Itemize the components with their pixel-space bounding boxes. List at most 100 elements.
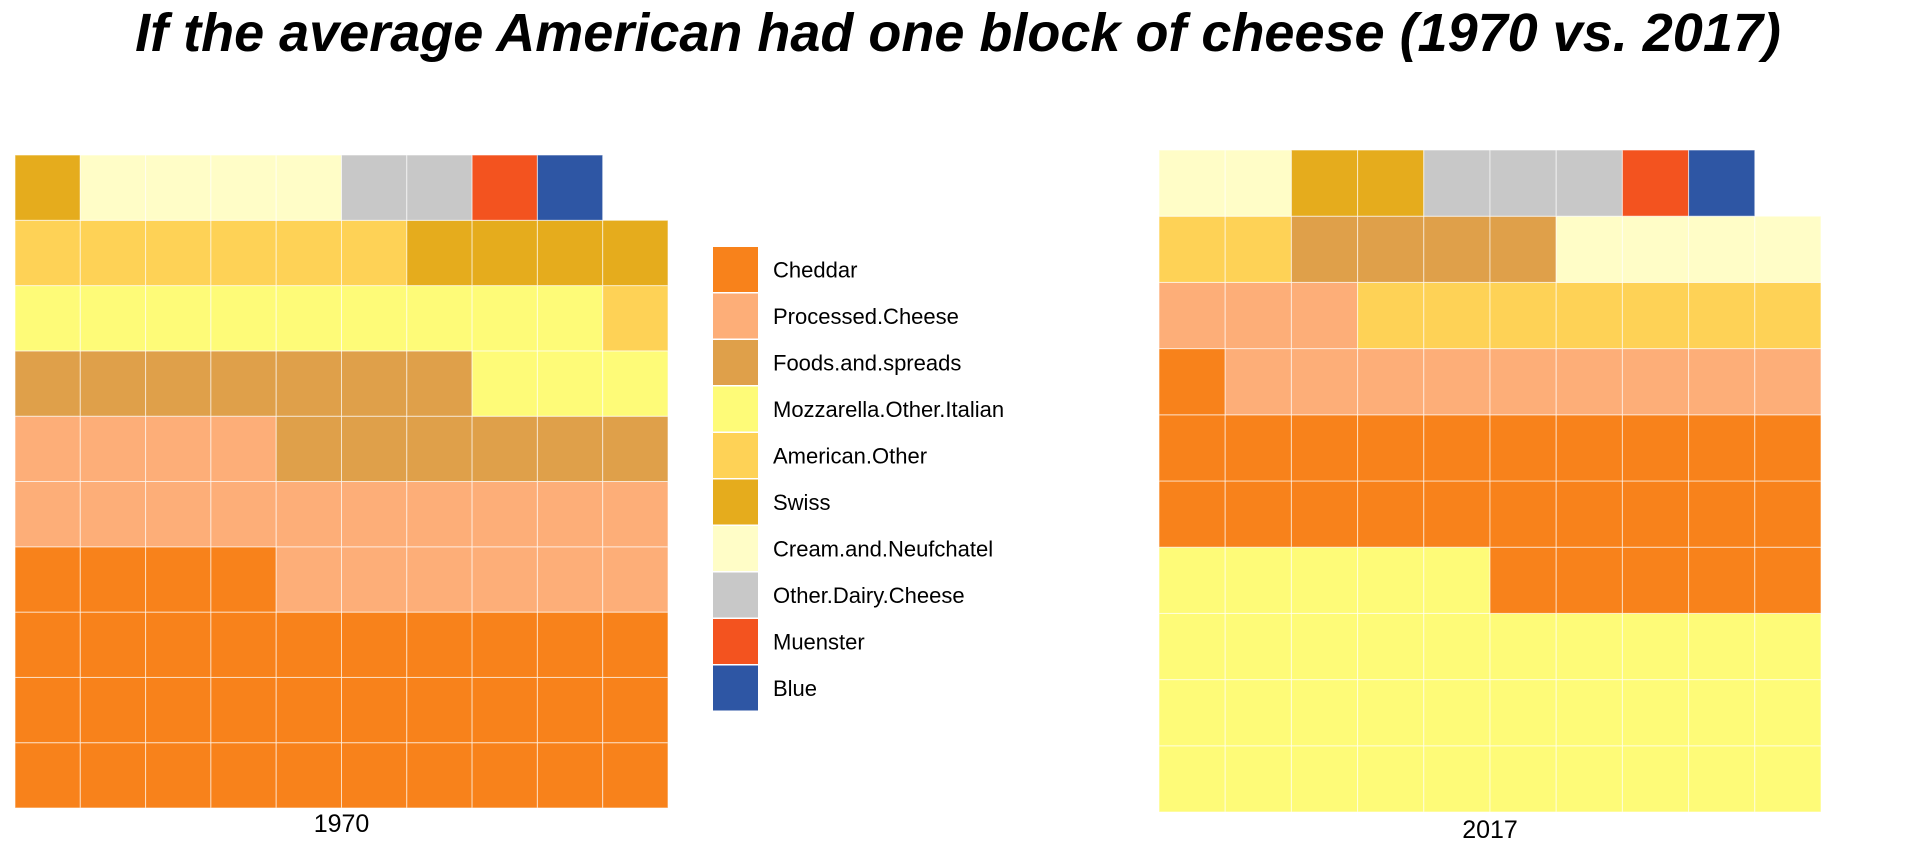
waffle-square-1970-american-other [341,219,408,287]
waffle-square-2017-processed-cheese [1357,348,1425,416]
waffle-square-2017-swiss [1357,149,1425,217]
waffle-square-2017-mozzarella-other-italian [1290,679,1359,747]
waffle-square-2017-mozzarella-other-italian [1688,745,1756,813]
waffle-square-1970-cheddar [145,742,212,809]
waffle-square-1970-cream-and-neufchatel [275,154,343,221]
waffle-square-2017-processed-cheese [1158,281,1226,350]
legend-label-swiss: Swiss [773,490,830,515]
waffle-square-1970-american-other [14,219,81,287]
legend-swatch-swiss [713,479,758,525]
waffle-square-2017-mozzarella-other-italian [1357,745,1425,813]
waffle-square-1970-processed-cheese [341,481,408,548]
waffle-square-1970-american-other [79,219,147,287]
waffle-square-2017-american-other [1158,215,1226,283]
waffle-square-1970-cream-and-neufchatel [210,154,277,221]
waffle-square-1970-blue [536,154,604,221]
waffle-square-2017-mozzarella-other-italian [1489,612,1557,681]
legend-label-blue: Blue [773,676,817,701]
waffle-square-1970-processed-cheese [406,481,473,548]
waffle-square-1970-cheddar [536,676,604,744]
waffle-square-1970-processed-cheese [210,415,277,483]
waffle-square-1970-american-other [275,219,343,287]
waffle-square-2017-cream-and-neufchatel [1688,215,1756,283]
waffle-square-1970-cheddar [145,546,212,613]
waffle-square-1970-foods-and-spreads [406,415,473,483]
waffle-square-2017-mozzarella-other-italian [1489,679,1557,747]
waffle-square-1970-cheddar [210,611,277,678]
waffle-square-1970-cream-and-neufchatel [79,154,147,221]
waffle-square-1970-swiss [471,219,538,287]
waffle-square-1970-cheddar [341,676,408,744]
waffle-square-2017-processed-cheese [1423,348,1491,416]
waffle-square-1970-mozzarella-other-italian [145,285,212,352]
waffle-square-2017-cream-and-neufchatel [1621,215,1690,283]
waffle-square-1970-foods-and-spreads [275,415,343,483]
waffle-square-1970-american-other [145,219,212,287]
legend-swatch-muenster [713,619,758,664]
waffle-square-2017-american-other [1621,281,1690,350]
waffle-square-2017-mozzarella-other-italian [1224,546,1292,614]
waffle-square-2017-mozzarella-other-italian [1423,745,1491,813]
waffle-square-1970-cheddar [602,676,669,744]
waffle-square-2017-american-other [1224,215,1292,283]
waffle-square-2017-mozzarella-other-italian [1754,745,1822,813]
waffle-square-2017-cheddar [1158,480,1226,548]
waffle-square-1970-swiss [602,219,669,287]
waffle-square-2017-cheddar [1290,480,1359,548]
waffle-square-2017-american-other [1688,281,1756,350]
legend-label-muenster: Muenster [773,630,865,655]
waffle-square-2017-mozzarella-other-italian [1423,679,1491,747]
waffle-square-1970-mozzarella-other-italian [536,285,604,352]
waffle-square-1970-cheddar [145,611,212,678]
legend-swatch-foods-and-spreads [713,340,758,385]
waffle-square-1970-processed-cheese [341,546,408,613]
waffle-square-1970-mozzarella-other-italian [602,350,669,417]
waffle-square-2017-cheddar [1621,480,1690,548]
legend: Cheddar Processed.Cheese Foods.and.spreads… [713,247,1004,711]
waffle-square-1970-cheddar [602,742,669,809]
waffle-square-1970-foods-and-spreads [536,415,604,483]
waffle-square-1970-muenster [471,154,538,221]
chart-title: If the average American had one block of… [135,3,1781,63]
waffle-square-1970-cheddar [145,676,212,744]
waffle-square-2017-other-dairy-cheese [1555,149,1623,217]
waffle-square-2017-cream-and-neufchatel [1754,215,1822,283]
waffle-square-2017-cheddar [1423,480,1491,548]
waffle-square-2017-mozzarella-other-italian [1489,745,1557,813]
waffle-square-2017-american-other [1555,281,1623,350]
waffle-square-2017-cheddar [1754,546,1822,614]
waffle-panel-2017: 2017 [1158,149,1822,844]
waffle-square-2017-cheddar [1290,414,1359,482]
waffle-square-1970-other-dairy-cheese [341,154,408,221]
waffle-square-2017-mozzarella-other-italian [1224,745,1292,813]
waffle-square-2017-cheddar [1754,480,1822,548]
panel-label-1970: 1970 [314,810,370,838]
waffle-square-2017-foods-and-spreads [1357,215,1425,283]
waffle-square-1970-swiss [536,219,604,287]
waffle-square-1970-swiss [406,219,473,287]
waffle-square-2017-mozzarella-other-italian [1621,745,1690,813]
waffle-square-2017-american-other [1489,281,1557,350]
waffle-square-1970-cheddar [210,546,277,613]
waffle-square-2017-foods-and-spreads [1423,215,1491,283]
waffle-square-1970-processed-cheese [275,481,343,548]
waffle-square-1970-cheddar [536,611,604,678]
waffle-square-2017-mozzarella-other-italian [1158,612,1226,681]
legend-label-mozzarella-other-italian: Mozzarella.Other.Italian [773,397,1004,422]
waffle-square-2017-mozzarella-other-italian [1158,546,1226,614]
waffle-square-2017-cream-and-neufchatel [1158,149,1226,217]
waffle-square-1970-processed-cheese [275,546,343,613]
waffle-square-1970-processed-cheese [79,481,147,548]
waffle-square-2017-processed-cheese [1621,348,1690,416]
waffle-square-2017-cheddar [1357,414,1425,482]
waffle-square-1970-cream-and-neufchatel [145,154,212,221]
waffle-square-2017-cheddar [1555,546,1623,614]
waffle-square-2017-cheddar [1158,414,1226,482]
legend-swatch-cream-and-neufchatel [713,526,758,571]
waffle-square-2017-mozzarella-other-italian [1621,679,1690,747]
waffle-square-2017-foods-and-spreads [1489,215,1557,283]
waffle-square-2017-mozzarella-other-italian [1224,679,1292,747]
waffle-square-1970-cheddar [536,742,604,809]
waffle-square-1970-american-other [210,219,277,287]
